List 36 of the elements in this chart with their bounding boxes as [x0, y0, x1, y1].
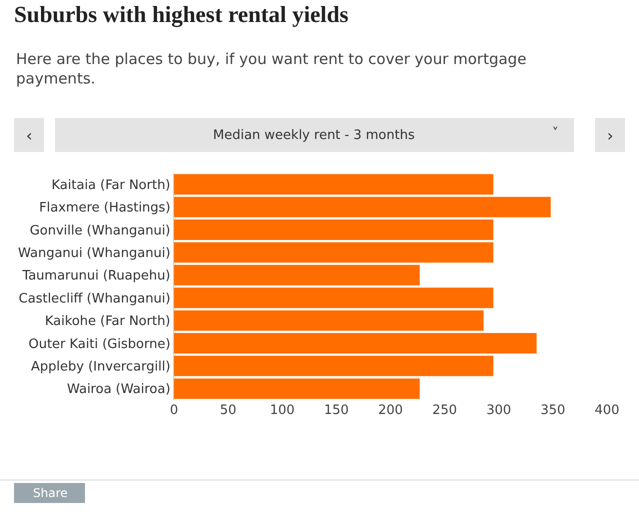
bar — [174, 242, 494, 263]
y-tick-label: Flaxmere (Hastings) — [39, 200, 170, 216]
x-tick-label: 0 — [170, 403, 178, 418]
bar — [174, 356, 494, 376]
x-tick-label: 300 — [486, 403, 512, 418]
text: ‹ — [26, 126, 32, 145]
x-tick-label: 150 — [324, 403, 349, 418]
bar — [174, 174, 494, 195]
text: Median weekly rent - 3 months — [213, 128, 415, 143]
y-tick-label: Kaitaia (Far North) — [52, 178, 170, 193]
text: ˅ — [552, 126, 558, 141]
y-tick-label: Gonville (Whanganui) — [30, 223, 170, 238]
y-tick-label: Castlecliff (Whanganui) — [18, 291, 170, 306]
x-tick-label: 250 — [432, 403, 458, 418]
text: › — [607, 126, 614, 145]
x-tick-label: 200 — [378, 403, 403, 418]
chart-subtitle: Here are the places to buy, if you want rent to cover your mortgage payments. — [16, 50, 526, 88]
bar — [174, 310, 484, 331]
y-tick-label: Outer Kaiti (Gisborne) — [28, 336, 170, 352]
bar — [174, 196, 551, 218]
x-tick-label: 400 — [594, 403, 620, 418]
y-tick-label: Wanganui (Whanganui) — [18, 246, 170, 261]
bar — [174, 333, 537, 354]
y-tick-label: Appleby (Invercargill) — [31, 360, 170, 374]
chart-title: Suburbs with highest rental yields — [14, 2, 348, 28]
y-tick-label: Wairoa (Wairoa) — [66, 382, 170, 398]
y-tick-label: Taumarunui (Ruapehu) — [21, 268, 170, 284]
bar — [174, 220, 494, 240]
bar — [174, 378, 420, 399]
x-tick-label: 350 — [540, 403, 566, 418]
bar — [174, 288, 494, 308]
y-tick-label: Kaikohe (Far North) — [44, 314, 170, 330]
x-tick-label: 100 — [270, 403, 295, 418]
text: Share — [33, 486, 68, 500]
x-tick-label: 50 — [220, 403, 236, 418]
bar — [174, 264, 420, 286]
